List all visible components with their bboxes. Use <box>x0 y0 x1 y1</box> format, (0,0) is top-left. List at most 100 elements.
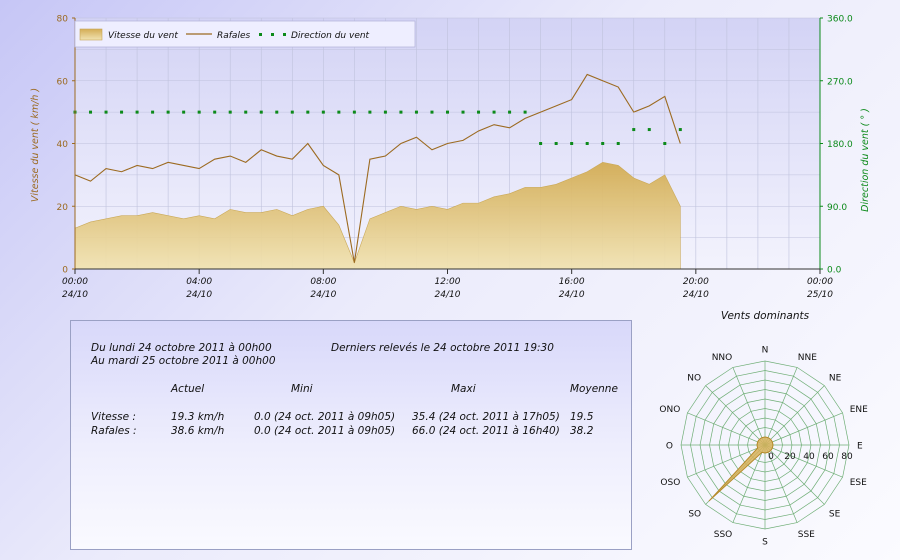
direction-point <box>508 110 512 114</box>
direction-point <box>663 142 667 145</box>
direction-point <box>104 110 108 114</box>
rose-spoke <box>764 444 843 478</box>
rose-radial-tick: 40 <box>803 452 815 462</box>
direction-point <box>554 142 558 145</box>
row-speed-maxi: 35.4 (24 oct. 2011 à 17h05) <box>412 411 560 423</box>
rose-data-polygon <box>708 436 774 502</box>
legend-label-direction: Direction du vent <box>291 31 370 41</box>
left-y-ticks: 0 20 40 60 80 <box>57 15 75 276</box>
direction-point <box>120 110 124 114</box>
gust-line-path <box>74 73 681 263</box>
rose-direction-label: NO <box>687 374 701 384</box>
wind-rose: N NNE NE ENE E ESE SE SSE S SSO SO OSO O ONO NO NNO 0 20… <box>659 346 868 548</box>
x-tick-date: 24/10 <box>559 290 585 300</box>
left-y-label: Vitesse du vent ( km/h ) <box>30 88 41 202</box>
direction-point <box>430 110 434 114</box>
stats-panel: Du lundi 24 octobre 2011 à 00h00 Au mard… <box>70 320 632 550</box>
direction-point <box>228 110 232 114</box>
rose-direction-label: ENE <box>850 405 868 415</box>
direction-point <box>399 110 403 114</box>
rose-spoke <box>687 444 766 478</box>
y-tick-right: 360.0 <box>827 15 853 25</box>
rose-spoke <box>764 412 843 446</box>
rose-direction-label: SSO <box>714 530 733 540</box>
rose-direction-label: NNE <box>798 353 817 363</box>
rose-direction-label: SSE <box>798 530 815 540</box>
rose-direction-label: SO <box>688 509 701 519</box>
y-tick-left: 0 <box>62 266 68 276</box>
y-tick-right: 0.0 <box>827 266 842 276</box>
rose-grid <box>680 360 850 530</box>
rose-title: Vents dominants <box>720 310 810 322</box>
y-tick-right: 270.0 <box>827 77 853 87</box>
direction-point <box>244 110 248 114</box>
rose-direction-label: NE <box>829 374 842 384</box>
legend-swatch-speed <box>79 28 103 41</box>
direction-point <box>290 110 294 114</box>
rose-direction-label: NNO <box>712 353 733 363</box>
period-from: Du lundi 24 octobre 2011 à 00h00 <box>91 342 272 354</box>
direction-point <box>601 142 605 145</box>
legend-swatch-direction <box>259 33 286 36</box>
direction-points <box>73 110 682 145</box>
y-tick-left: 80 <box>57 15 69 25</box>
direction-point <box>461 110 465 114</box>
direction-point <box>352 110 356 114</box>
row-gust-label: Rafales : <box>91 425 137 437</box>
rose-radial-ticks: 0 20 40 60 80 <box>768 452 853 462</box>
row-speed-actuel: 19.3 km/h <box>171 411 225 423</box>
rose-data <box>708 436 774 502</box>
y-tick-right: 180.0 <box>827 140 853 150</box>
x-tick-date: 24/10 <box>683 290 709 300</box>
rose-spoke <box>687 412 766 446</box>
direction-point <box>570 142 574 145</box>
period-to: Au mardi 25 octobre 2011 à 00h00 <box>91 355 276 367</box>
direction-point <box>492 110 496 114</box>
rose-spoke <box>732 367 766 446</box>
legend-label-speed: Vitesse du vent <box>108 31 178 41</box>
header-moyenne: Moyenne <box>570 383 618 395</box>
rose-direction-label: ONO <box>659 405 680 415</box>
direction-point <box>585 142 589 145</box>
rose-spoke <box>764 385 825 446</box>
rose-direction-label: E <box>857 442 863 452</box>
right-y-ticks: 0.0 90.0 180.0 270.0 360.0 <box>820 15 853 276</box>
rose-direction-label: S <box>762 538 768 548</box>
rose-radial-tick: 60 <box>822 452 834 462</box>
last-reading: Derniers relevés le 24 octobre 2011 19:3… <box>331 342 554 354</box>
x-tick-time: 20:00 <box>683 277 709 287</box>
speed-area <box>74 162 681 270</box>
rose-radial-tick: 20 <box>784 452 796 462</box>
direction-point <box>151 110 155 114</box>
gust-line <box>74 73 681 263</box>
direction-point <box>446 110 449 114</box>
direction-point <box>616 142 620 145</box>
x-tick-date: 24/10 <box>310 290 336 300</box>
direction-point <box>166 110 170 114</box>
rose-direction-label: ESE <box>850 478 867 488</box>
y-tick-right: 90.0 <box>827 203 847 213</box>
row-gust-maxi: 66.0 (24 oct. 2011 à 16h40) <box>412 425 560 437</box>
row-speed-mini: 0.0 (24 oct. 2011 à 09h05) <box>254 411 396 423</box>
y-tick-left: 20 <box>57 203 69 213</box>
row-gust-actuel: 38.6 km/h <box>171 425 225 437</box>
x-tick-time: 00:00 <box>62 277 88 287</box>
direction-point <box>306 110 310 114</box>
x-tick-date: 25/10 <box>807 290 833 300</box>
header-mini: Mini <box>291 383 313 395</box>
direction-point <box>632 128 636 132</box>
rose-direction-label: OSO <box>660 478 680 488</box>
speed-area-path <box>74 162 681 270</box>
rose-spoke <box>764 444 825 505</box>
rose-direction-label: O <box>666 442 673 452</box>
row-speed-label: Vitesse : <box>91 411 136 423</box>
direction-point <box>523 110 527 114</box>
x-tick-time: 04:00 <box>186 277 212 287</box>
rose-radial-tick: 0 <box>768 452 774 462</box>
rose-labels: N NNE NE ENE E ESE SE SSE S SSO SO OSO O ONO NO NNO <box>659 346 868 548</box>
right-y-label: Direction du vent ( ° ) <box>860 108 871 212</box>
direction-point <box>182 110 186 114</box>
rose-spoke <box>732 444 766 523</box>
x-ticks: 00:00 24/10 04:00 24/10 08:00 24/10 12:00 24/10… <box>62 269 833 300</box>
direction-point <box>197 110 201 114</box>
